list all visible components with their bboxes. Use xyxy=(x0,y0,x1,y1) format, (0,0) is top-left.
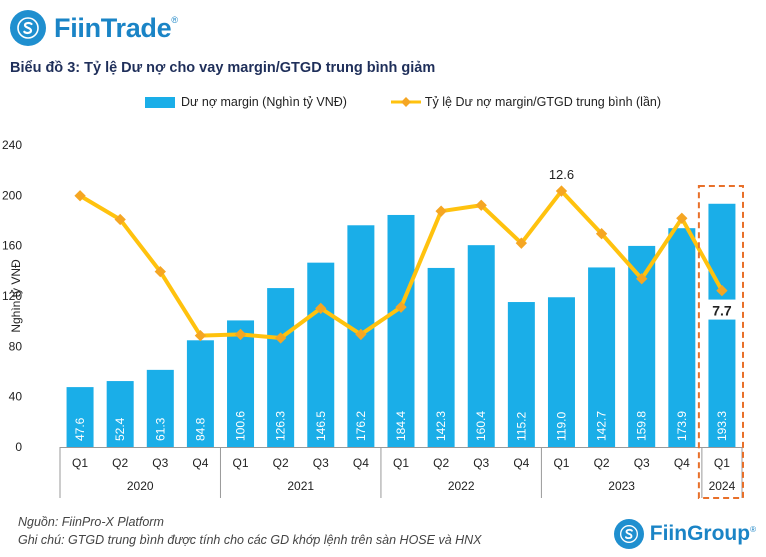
bar-value-label: 159.8 xyxy=(635,411,649,441)
line-point xyxy=(475,199,487,211)
bar xyxy=(427,267,455,447)
x-tick-label: Q2 xyxy=(112,456,128,470)
line-point xyxy=(435,205,447,217)
footer-note: Ghi chú: GTGD trung bình được tính cho c… xyxy=(18,533,482,547)
bar-value-label: 119.0 xyxy=(554,412,568,441)
x-tick-label: Q1 xyxy=(393,456,409,470)
bar xyxy=(66,387,94,447)
line-point xyxy=(234,328,247,341)
line-point xyxy=(355,328,367,341)
brand-text: FiinGroup® xyxy=(649,522,756,545)
x-tick-label: Q2 xyxy=(594,456,610,470)
legend-line-label: Tỷ lệ Dư nợ margin/GTGD trung bình (lần) xyxy=(424,95,662,109)
legend-bar-swatch xyxy=(145,96,175,108)
x-tick-label: Q3 xyxy=(152,456,168,470)
bar-value-label: 176.2 xyxy=(354,411,368,441)
bar-value-label: 115.2 xyxy=(514,412,528,441)
brand-s-icon xyxy=(613,519,644,549)
line-point xyxy=(194,329,207,342)
fiingroup-logo: FiinGroup® xyxy=(613,519,756,549)
x-year-label: 2022 xyxy=(448,479,475,493)
bar xyxy=(708,203,736,447)
y-axis-title: Nghìn tỷ VNĐ xyxy=(9,259,23,333)
fiintrade-logo: FiinTrade® xyxy=(10,8,178,48)
bar-value-label: 52.4 xyxy=(113,417,127,441)
line-point xyxy=(636,273,648,285)
highlight-box xyxy=(697,185,744,499)
line-annotation: 7.7 xyxy=(712,303,732,319)
bar-value-label: 173.9 xyxy=(675,411,689,441)
x-tick-label: Q1 xyxy=(714,456,730,470)
bar xyxy=(307,262,335,447)
bar-value-label: 84.8 xyxy=(193,417,207,441)
bar xyxy=(106,381,134,447)
y-tick-label: 0 xyxy=(15,440,22,454)
x-tick-label: Q4 xyxy=(353,456,369,470)
line-point xyxy=(154,265,166,278)
chart-title: Biểu đồ 3: Tỷ lệ Dư nợ cho vay margin/GT… xyxy=(10,60,436,76)
y-tick-label: 240 xyxy=(2,138,22,152)
x-tick-label: Q3 xyxy=(634,456,650,470)
legend-bar-label: Dư nợ margin (Nghìn tỷ VNĐ) xyxy=(181,95,347,109)
bar xyxy=(387,214,415,447)
line-point xyxy=(315,302,327,315)
bar xyxy=(668,228,696,447)
y-tick-label: 160 xyxy=(2,239,22,253)
bar-value-label: 61.3 xyxy=(153,417,167,441)
bar xyxy=(507,302,535,447)
bar-value-label: 193.3 xyxy=(715,411,729,441)
legend-item-bar: Dư nợ margin (Nghìn tỷ VNĐ) xyxy=(145,95,347,109)
bar xyxy=(146,369,174,447)
line-annotation: 12.6 xyxy=(549,167,574,182)
bar xyxy=(467,245,495,447)
bar-value-label: 47.6 xyxy=(73,417,87,441)
x-year-label: 2023 xyxy=(608,479,635,493)
line-point xyxy=(555,185,568,197)
bar xyxy=(588,267,616,447)
bar-value-label: 126.3 xyxy=(274,411,288,441)
line-point xyxy=(716,284,728,297)
line-point xyxy=(676,212,688,224)
x-year-label: 2021 xyxy=(287,479,314,493)
bar-value-label: 100.6 xyxy=(234,411,248,441)
y-tick-label: 40 xyxy=(9,390,23,404)
bar-value-label: 160.4 xyxy=(474,411,488,441)
x-tick-label: Q2 xyxy=(273,456,289,470)
annotation-bg xyxy=(707,299,736,320)
line-point xyxy=(515,237,528,249)
line-point xyxy=(274,332,287,344)
x-tick-label: Q1 xyxy=(553,456,569,470)
y-tick-label: 200 xyxy=(2,188,22,202)
y-tick-label: 80 xyxy=(9,339,23,353)
y-tick-label: 120 xyxy=(2,289,22,303)
x-year-label: 2020 xyxy=(127,479,154,493)
logo-text: FiinTrade® xyxy=(54,12,178,43)
x-tick-label: Q3 xyxy=(313,456,329,470)
line-point xyxy=(395,301,407,313)
bar-value-label: 184.4 xyxy=(394,411,408,441)
x-tick-label: Q2 xyxy=(433,456,449,470)
bar-value-label: 142.3 xyxy=(434,411,448,441)
legend-item-line: Tỷ lệ Dư nợ margin/GTGD trung bình (lần) xyxy=(390,95,662,109)
bar-value-label: 142.7 xyxy=(595,411,609,441)
bar xyxy=(267,288,295,447)
footer-source: Nguồn: FiinPro-X Platform xyxy=(18,515,164,529)
logo-s-icon xyxy=(10,10,46,46)
x-tick-label: Q1 xyxy=(233,456,249,470)
bar xyxy=(547,297,575,447)
bar xyxy=(227,320,255,447)
legend-line-swatch xyxy=(390,97,421,107)
bar xyxy=(186,340,214,447)
x-tick-label: Q4 xyxy=(513,456,529,470)
x-tick-label: Q1 xyxy=(72,456,88,470)
line-point xyxy=(595,228,608,240)
x-tick-label: Q3 xyxy=(473,456,489,470)
x-tick-label: Q4 xyxy=(674,456,690,470)
chart-legend: Dư nợ margin (Nghìn tỷ VNĐ) Tỷ lệ Dư nợ … xyxy=(145,95,705,109)
x-tick-label: Q4 xyxy=(192,456,208,470)
bar-value-label: 146.5 xyxy=(314,411,328,441)
x-year-label: 2024 xyxy=(709,479,736,493)
